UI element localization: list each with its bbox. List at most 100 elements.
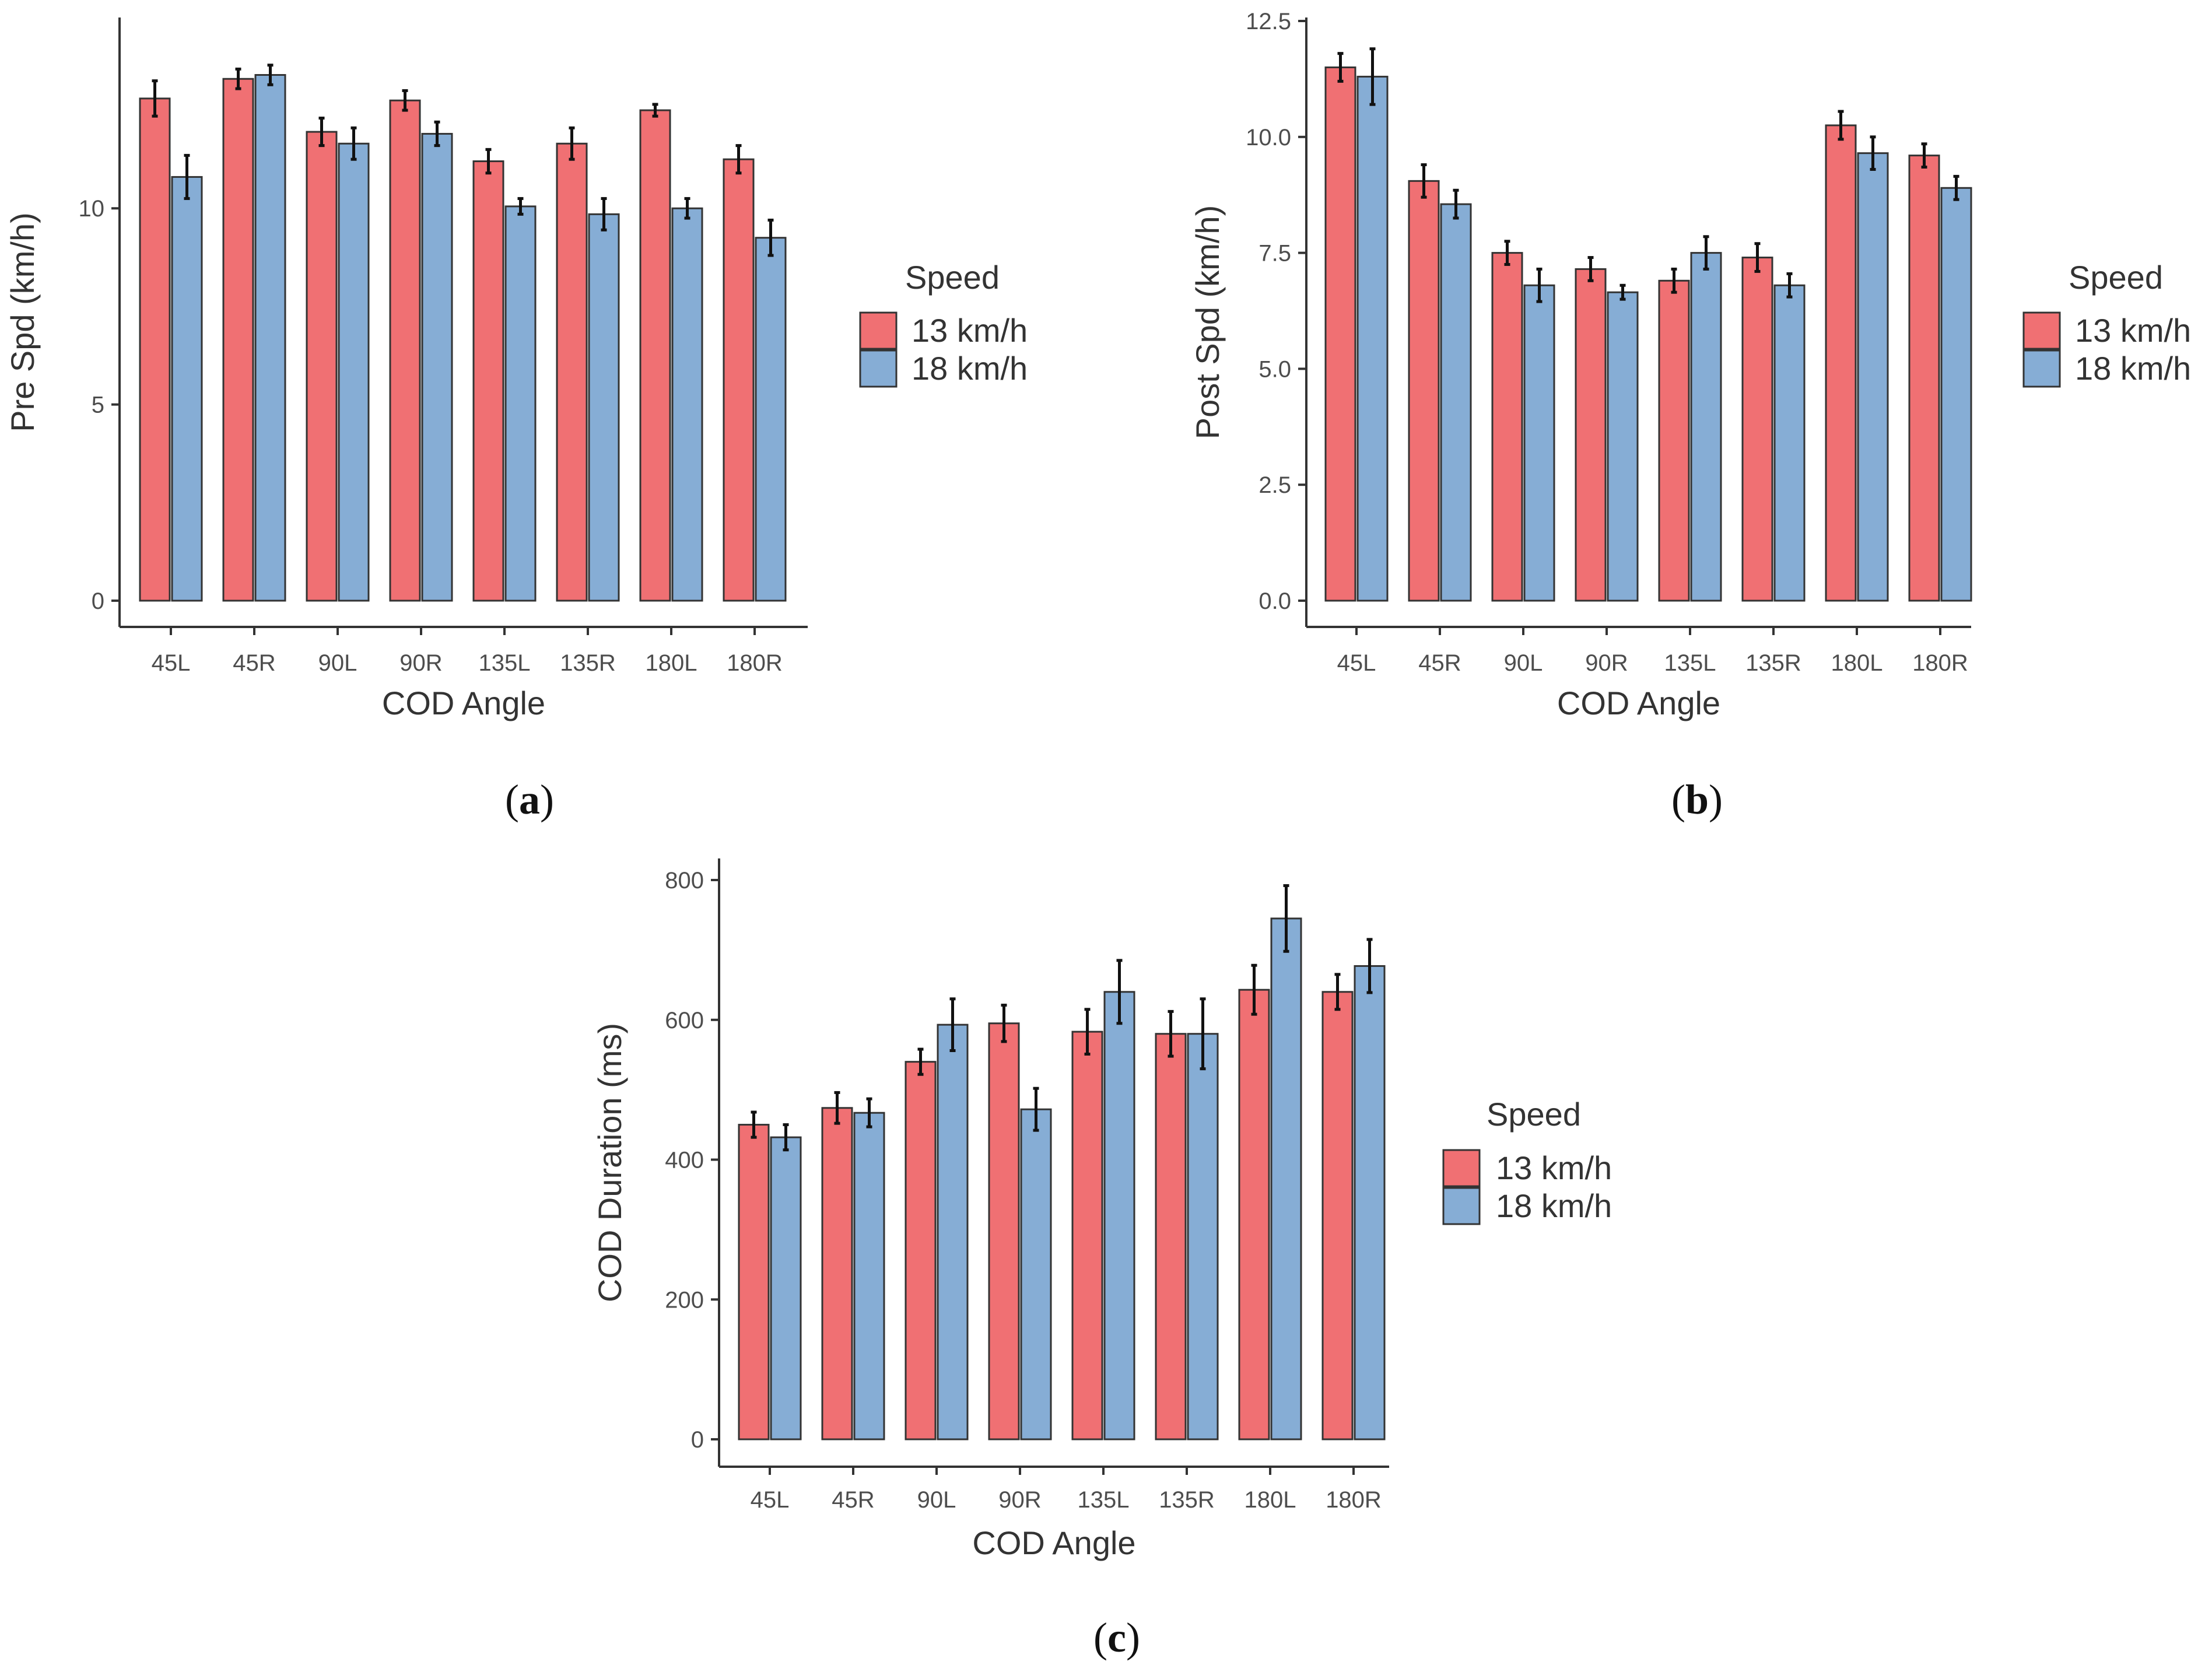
panel-label-close: ) [1709, 776, 1723, 823]
y-tick-label: 12.5 [1246, 9, 1291, 34]
bar-18kmh-90R [1607, 291, 1639, 602]
x-tick-label: 90L [1504, 650, 1543, 676]
x-tick-label: 135R [1745, 650, 1801, 676]
x-tick-label: 90L [318, 650, 357, 676]
panel-label-letter: c [1107, 1614, 1126, 1661]
x-tick-label: 180R [727, 650, 783, 676]
y-axis-title: Post Spd (km/h) [1189, 205, 1226, 439]
bar-18kmh-45R [254, 74, 286, 602]
y-tick-label: 0.0 [1259, 588, 1291, 614]
x-tick-label: 135L [1664, 650, 1716, 676]
x-axis-title: COD Angle [382, 685, 545, 721]
legend: Speed 13 km/h18 km/h [859, 259, 1028, 388]
bar-13kmh-135R [1741, 257, 1773, 602]
panel-label: (c) [1093, 1614, 1140, 1661]
bar-13kmh-90R [389, 99, 421, 602]
x-tick-label: 45L [152, 650, 191, 676]
legend: Speed 13 km/h18 km/h [2022, 259, 2191, 388]
chart-panel-b: 0.0 2.5 5.0 7.5 10.0 12.5 45L 45R 90L 90R 135L 135R… [1189, 9, 2191, 823]
bar-13kmh-90R [988, 1022, 1020, 1440]
chart-panel-c: 0 200 400 600 800 45L 45R 90L 90R 135L 135R 180L 180… [591, 858, 1612, 1661]
bar-18kmh-135L [1690, 252, 1722, 602]
x-tick-label: 135R [1159, 1487, 1215, 1513]
panel-label-close: ) [540, 776, 554, 823]
y-tick-label: 0 [691, 1427, 704, 1453]
bar-18kmh-135L [1103, 991, 1135, 1440]
x-tick-label: 180L [1245, 1487, 1296, 1513]
y-tick-label: 10 [79, 196, 105, 222]
legend: Speed 13 km/h18 km/h [1442, 1096, 1612, 1225]
bar-13kmh-90L [905, 1061, 937, 1440]
panel-label-letter: b [1685, 776, 1709, 823]
legend-key-13kmh [859, 311, 898, 350]
x-tick-label: 135L [479, 650, 531, 676]
bar-13kmh-135L [1071, 1030, 1103, 1440]
x-tick-label: 45L [1337, 650, 1376, 676]
panel-label-open: ( [1671, 776, 1685, 823]
x-tick-label: 90R [399, 650, 442, 676]
y-axis-title: COD Duration (ms) [591, 1023, 628, 1302]
x-tick-label: 180R [1912, 650, 1968, 676]
y-tick-label: 2.5 [1259, 472, 1291, 498]
bar-18kmh-45L [1356, 75, 1389, 602]
bar-18kmh-90R [1020, 1108, 1052, 1440]
legend-label: 13 km/h [912, 312, 1028, 349]
bar-13kmh-45R [1408, 180, 1440, 602]
bar-18kmh-45R [853, 1112, 885, 1440]
x-tick-label: 180L [1831, 650, 1883, 676]
bar-13kmh-45R [821, 1107, 853, 1440]
chart-panel-a: 0 5 10 45L 45R 90L 90R 135L 135R 180L 180R COD Angl… [4, 17, 1028, 823]
legend-key-13kmh [1442, 1149, 1481, 1187]
y-tick-label: 7.5 [1259, 241, 1291, 267]
bar-18kmh-135R [1187, 1033, 1219, 1440]
bar-18kmh-90L [338, 142, 370, 602]
bar-18kmh-45L [171, 176, 203, 602]
bar-13kmh-45L [1324, 66, 1356, 602]
panel-label: (b) [1671, 776, 1723, 823]
y-axis-title: Pre Spd (km/h) [4, 212, 41, 432]
legend-key-18kmh [2022, 349, 2061, 388]
bar-18kmh-180L [1857, 152, 1889, 602]
legend-title: Speed [2069, 259, 2163, 296]
x-tick-label: 90R [1585, 650, 1628, 676]
y-tick-label: 5.0 [1259, 356, 1291, 382]
legend-label: 18 km/h [1496, 1187, 1612, 1224]
x-tick-label: 45R [233, 650, 275, 676]
x-tick-label: 45R [832, 1487, 874, 1513]
x-tick-label: 180L [646, 650, 697, 676]
y-tick-label: 5 [92, 392, 104, 418]
x-tick-label: 135L [1078, 1487, 1130, 1513]
bar-18kmh-45R [1440, 203, 1472, 602]
bar-13kmh-45R [222, 78, 254, 602]
y-tick-label: 200 [665, 1287, 704, 1313]
legend-title: Speed [1487, 1096, 1581, 1133]
bar-18kmh-90L [937, 1023, 969, 1440]
bar-13kmh-180L [639, 109, 671, 602]
y-tick-label: 800 [665, 868, 704, 893]
bar-13kmh-180R [1321, 991, 1354, 1440]
bar-18kmh-135R [1773, 284, 1806, 602]
legend-label: 13 km/h [1496, 1149, 1612, 1186]
bar-13kmh-180L [1238, 989, 1270, 1440]
bar-18kmh-180R [1940, 187, 1972, 602]
x-tick-label: 90R [998, 1487, 1041, 1513]
bar-13kmh-135R [556, 142, 588, 602]
bar-18kmh-90R [421, 132, 453, 602]
bar-13kmh-135L [1658, 279, 1690, 602]
bar-18kmh-180L [671, 207, 703, 602]
bar-13kmh-135L [472, 160, 504, 602]
bar-18kmh-45L [770, 1136, 802, 1440]
bar-13kmh-180L [1825, 124, 1857, 602]
legend-title: Speed [905, 259, 1000, 296]
bar-13kmh-90R [1575, 268, 1607, 602]
bar-13kmh-180R [1908, 155, 1940, 602]
legend-label: 18 km/h [2075, 350, 2191, 387]
x-tick-label: 135R [560, 650, 616, 676]
panel-label-letter: a [519, 776, 540, 823]
y-tick-label: 400 [665, 1148, 704, 1173]
x-axis-title: COD Angle [972, 1524, 1135, 1561]
legend-key-18kmh [1442, 1187, 1481, 1225]
bar-18kmh-180R [755, 237, 787, 602]
bar-18kmh-180L [1270, 917, 1302, 1440]
